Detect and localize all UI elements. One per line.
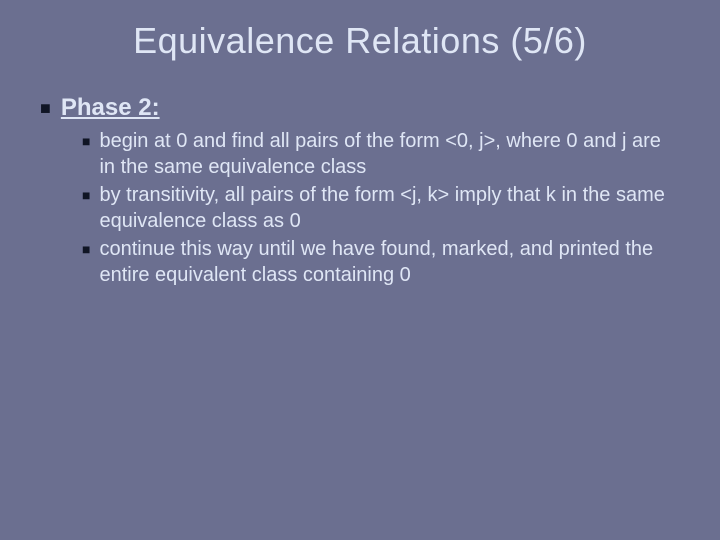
bullet-marker-icon: ■ xyxy=(82,182,90,208)
slide: Equivalence Relations (5/6) ■ Phase 2: ■… xyxy=(0,0,720,540)
bullet-marker-icon: ■ xyxy=(82,128,90,154)
bullet-marker-icon: ■ xyxy=(40,94,51,122)
main-bullet: ■ Phase 2: xyxy=(0,94,720,122)
slide-title: Equivalence Relations (5/6) xyxy=(0,20,720,62)
sub-bullet-list: ■ begin at 0 and find all pairs of the f… xyxy=(0,128,720,288)
main-bullet-label: Phase 2: xyxy=(61,94,160,122)
list-item: ■ continue this way until we have found,… xyxy=(82,236,670,288)
sub-bullet-text: continue this way until we have found, m… xyxy=(99,236,670,288)
sub-bullet-text: by transitivity, all pairs of the form <… xyxy=(99,182,670,234)
sub-bullet-text: begin at 0 and find all pairs of the for… xyxy=(99,128,670,180)
bullet-marker-icon: ■ xyxy=(82,236,90,262)
list-item: ■ by transitivity, all pairs of the form… xyxy=(82,182,670,234)
list-item: ■ begin at 0 and find all pairs of the f… xyxy=(82,128,670,180)
